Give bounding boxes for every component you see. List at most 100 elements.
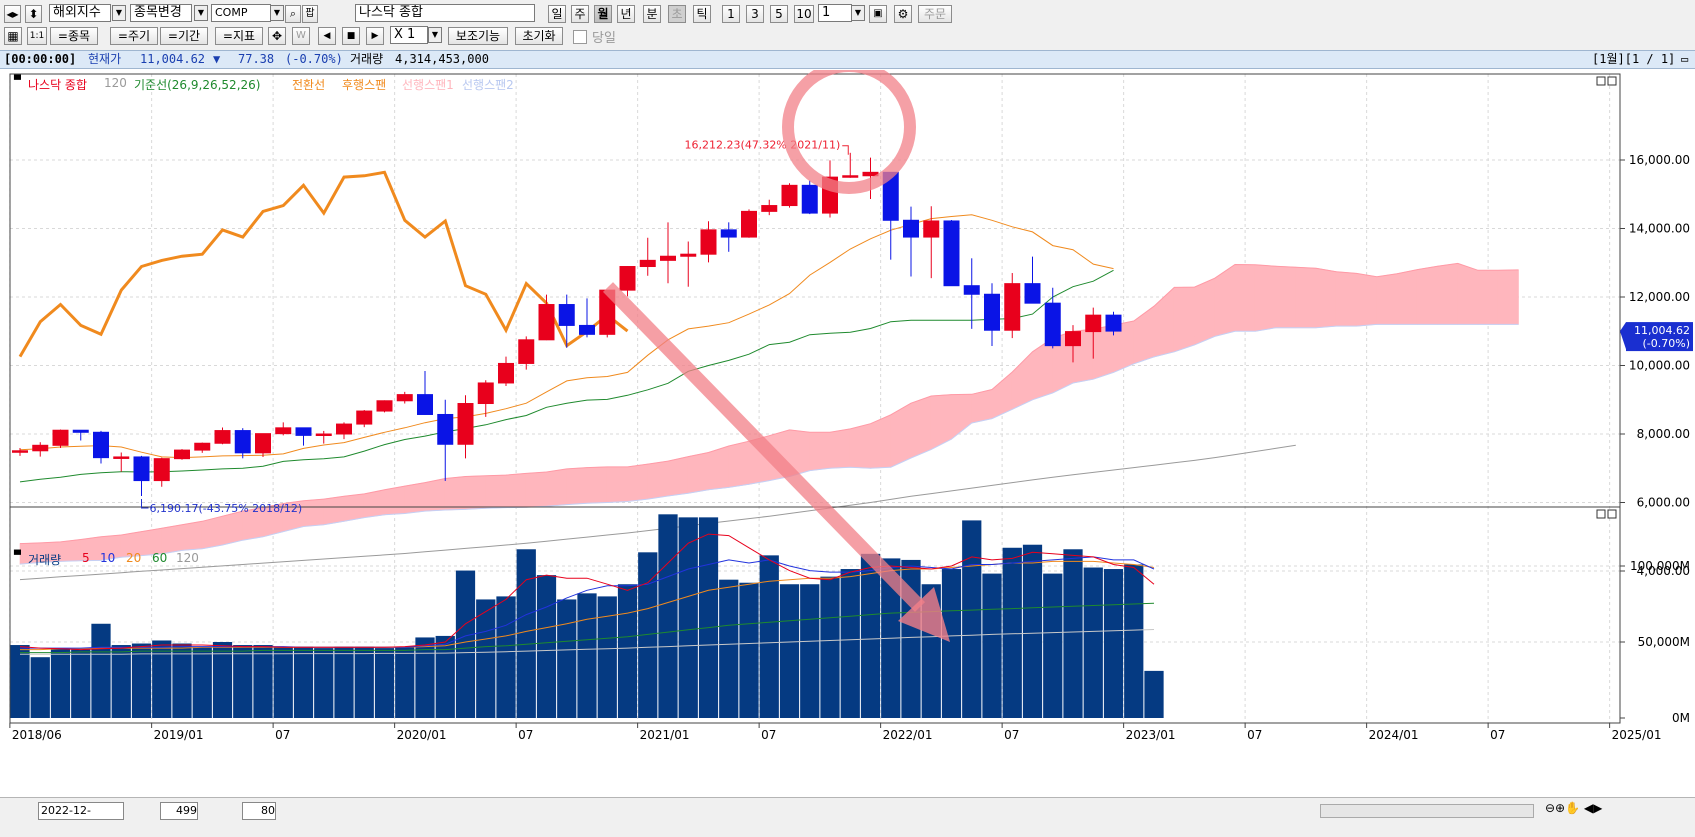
candle-up xyxy=(498,362,514,384)
y-tick-label: 100,000M xyxy=(1630,559,1690,573)
multiplier-select[interactable]: X 1 xyxy=(390,26,428,44)
w-button[interactable]: W xyxy=(292,27,310,45)
volume-bar xyxy=(698,517,719,718)
one-to-one-button[interactable]: 1:1 xyxy=(27,27,47,45)
updown-button[interactable]: ⬍ xyxy=(25,5,42,23)
pane-maximize-icon xyxy=(1596,76,1606,86)
market-select[interactable]: 해외지수 xyxy=(49,4,111,22)
search-icon[interactable]: ⌕ xyxy=(285,5,301,23)
code-dropdown-icon[interactable]: ▼ xyxy=(270,5,284,21)
volume-value: 4,314,453,000 xyxy=(395,52,489,66)
volume-bar xyxy=(759,555,779,718)
market-dropdown-icon[interactable]: ▼ xyxy=(112,5,126,21)
candle-up xyxy=(376,400,393,412)
volume-bar xyxy=(172,643,192,718)
zoom-controls[interactable]: ⊖⊕✋ ◀▶ xyxy=(1545,801,1603,815)
toolbar-item-indicator[interactable]: =지표 xyxy=(215,27,263,45)
stop-icon[interactable]: ■ xyxy=(342,27,360,45)
interval-input[interactable]: 1 xyxy=(818,4,852,22)
horizontal-scrollbar[interactable] xyxy=(1320,804,1534,818)
window-icon[interactable]: ▭ xyxy=(1681,52,1689,66)
interval-5-button[interactable]: 5 xyxy=(770,5,788,23)
interval-3-button[interactable]: 3 xyxy=(746,5,764,23)
change-symbol-button[interactable]: 종목변경 xyxy=(130,4,192,22)
interval-dropdown-icon[interactable]: ▼ xyxy=(851,5,865,21)
volume-bar xyxy=(71,649,91,718)
ichimoku-cloud-segment xyxy=(708,445,730,491)
candle-down xyxy=(963,285,980,295)
volume-bar xyxy=(50,648,71,718)
candle-down xyxy=(579,324,595,335)
save-icon[interactable]: ▣ xyxy=(869,5,887,23)
candle-up xyxy=(1065,331,1081,347)
move-icon[interactable]: ✥ xyxy=(268,27,286,45)
candle-down xyxy=(234,430,251,454)
volume-bar xyxy=(658,514,678,718)
multiplier-dropdown-icon[interactable]: ▼ xyxy=(428,27,442,43)
code-popup-button[interactable]: 팝 xyxy=(302,5,318,23)
candle-down xyxy=(984,293,1000,331)
page-indicator: [1월][1 / 1] xyxy=(1592,52,1676,66)
volume-bar xyxy=(496,596,516,718)
zoom-field[interactable]: 80 xyxy=(242,802,276,820)
period-day-button[interactable]: 일 xyxy=(548,5,566,23)
candle-up xyxy=(761,205,778,212)
ichimoku-cloud-segment xyxy=(1335,271,1357,327)
count-field[interactable]: 499 xyxy=(160,802,198,820)
aux-function-button[interactable]: 보조기능 xyxy=(448,27,508,45)
play-icon[interactable]: ▶ xyxy=(366,27,384,45)
today-checkbox[interactable] xyxy=(573,30,587,44)
grid-icon[interactable]: ▦ xyxy=(4,27,22,45)
pane-close-icon xyxy=(1607,76,1617,86)
candle-up xyxy=(32,444,49,452)
period-month-button[interactable]: 월 xyxy=(594,5,612,23)
base-line xyxy=(19,269,1114,483)
interval-1-button[interactable]: 1 xyxy=(722,5,740,23)
period-week-button[interactable]: 주 xyxy=(571,5,589,23)
ichimoku-cloud-segment xyxy=(829,428,851,469)
symbol-dropdown-icon[interactable]: ▼ xyxy=(194,5,208,21)
period-second-button[interactable]: 초 xyxy=(668,5,686,23)
volume-bar xyxy=(10,645,30,718)
candle-down xyxy=(295,427,312,436)
candle-up xyxy=(315,433,332,436)
volume-bar xyxy=(1144,670,1164,718)
high-annotation: 16,212.23(47.32% 2021/11) xyxy=(685,139,841,152)
candle-up xyxy=(153,458,170,482)
code-input[interactable]: COMP xyxy=(211,4,271,22)
gear-icon[interactable]: ⚙ xyxy=(894,5,912,23)
x-tick-label: 07 xyxy=(1004,728,1019,742)
ichimoku-cloud-segment xyxy=(1315,267,1337,329)
candle-down xyxy=(1024,283,1041,304)
volume-bar xyxy=(395,646,415,718)
reset-button[interactable]: 초기화 xyxy=(515,27,563,45)
ma120-line xyxy=(19,444,1296,581)
volume-bar xyxy=(131,643,152,718)
volume-bar xyxy=(1083,567,1103,718)
ichimoku-cloud-segment xyxy=(1194,277,1216,346)
toolbar-item-period[interactable]: =주기 xyxy=(110,27,158,45)
candle-down xyxy=(903,219,919,238)
order-button[interactable]: 주문 xyxy=(918,5,952,23)
ichimoku-cloud-segment xyxy=(546,468,568,507)
ichimoku-cloud-segment xyxy=(1376,273,1398,325)
period-start-field[interactable]: 2022-12- xyxy=(38,802,124,820)
period-year-button[interactable]: 년 xyxy=(617,5,635,23)
toolbar-item-range[interactable]: =기간 xyxy=(160,27,208,45)
period-minute-button[interactable]: 분 xyxy=(643,5,661,23)
period-tick-button[interactable]: 틱 xyxy=(693,5,711,23)
ichimoku-cloud-segment xyxy=(627,463,649,502)
volume-bar xyxy=(557,599,577,718)
x-tick-label: 2023/01 xyxy=(1126,728,1176,742)
volume-bar xyxy=(374,648,395,718)
ichimoku-cloud-segment xyxy=(687,452,709,494)
x-tick-label: 2022/01 xyxy=(883,728,933,742)
interval-10-button[interactable]: 10 xyxy=(794,5,814,23)
nav-arrows-button[interactable]: ◂▸ xyxy=(4,5,21,23)
candle-down xyxy=(417,394,433,415)
play-back-icon[interactable]: ◀ xyxy=(318,27,336,45)
volume-legend: ▀ 거래량 5 10 20 60 120 xyxy=(14,551,214,567)
ichimoku-cloud-segment xyxy=(1457,263,1479,325)
toolbar-item-symbol[interactable]: =종목 xyxy=(50,27,98,45)
volume-bar xyxy=(941,569,962,718)
